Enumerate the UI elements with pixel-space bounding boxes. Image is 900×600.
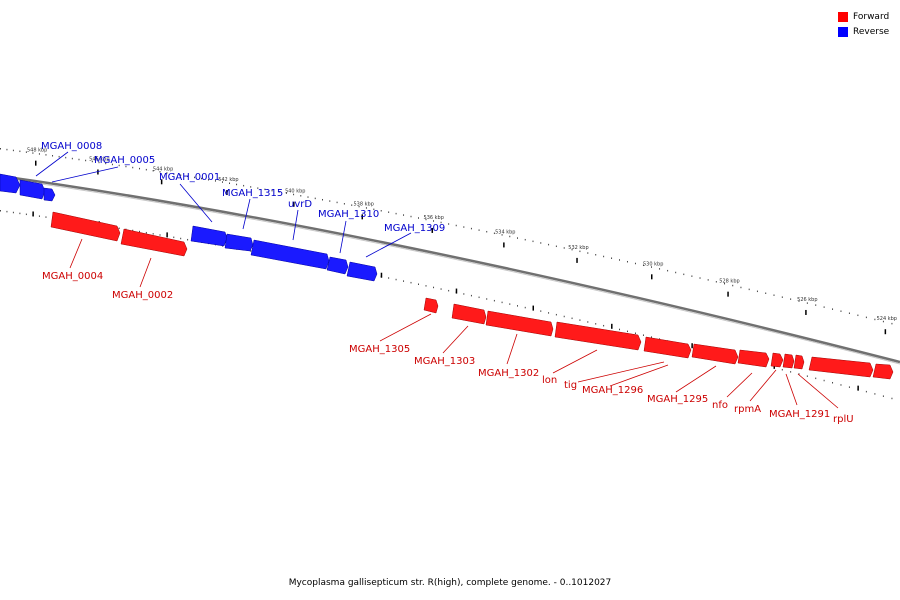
gene-labels: MGAH_0008 MGAH_0005 MGAH_0001 MGAH_1315 …: [41, 141, 854, 425]
label-MGAH_0005: MGAH_0005: [94, 155, 155, 166]
gene-MGAH_1295[interactable]: [691, 343, 739, 365]
tick-label: 540 kbp: [285, 189, 305, 195]
label-MGAH_1309: MGAH_1309: [384, 223, 445, 234]
major-tick: [97, 169, 99, 175]
legend-forward: Forward: [838, 9, 889, 24]
gene-MGAH_0005[interactable]: [19, 179, 46, 200]
genome-backbone: [0, 174, 900, 364]
gene-uvrD[interactable]: [250, 239, 330, 270]
legend-forward-label: Forward: [853, 11, 890, 22]
legend: Forward Reverse: [838, 9, 889, 39]
gene-nfo[interactable]: [737, 349, 770, 368]
major-tick: [503, 242, 505, 248]
gene-MGAH_1315[interactable]: [224, 233, 254, 252]
tick-label: 544 kbp: [153, 166, 173, 172]
label-MGAH_1291: MGAH_1291: [769, 409, 830, 420]
forward-strand-genes: [50, 211, 894, 380]
gene-MGAH_0001[interactable]: [190, 225, 228, 247]
tick-label: 546 kbp: [89, 157, 109, 163]
tick-label: 524 kbp: [877, 316, 897, 322]
label-rplU: rplU: [833, 414, 854, 425]
gene-MGAH_0002[interactable]: [120, 228, 188, 257]
tick-label: 536 kbp: [424, 215, 444, 221]
label-uvrD: uvrD: [288, 199, 312, 210]
gene-MGAH_1309[interactable]: [346, 261, 378, 282]
gene-MGAH_1296[interactable]: [643, 336, 692, 359]
gene-MGAH_1310[interactable]: [326, 256, 349, 275]
gene-MGAH_0008[interactable]: [0, 173, 21, 194]
major-tick: [34, 160, 37, 166]
reverse-swatch: [838, 26, 848, 37]
gene-lon[interactable]: [554, 321, 642, 351]
tick-label: 534 kbp: [495, 229, 515, 235]
legend-reverse-label: Reverse: [853, 26, 890, 37]
tick-label: 538 kbp: [354, 201, 374, 207]
forward-swatch: [838, 11, 848, 22]
gene-MGAH_1303[interactable]: [451, 303, 487, 325]
label-MGAH_1305: MGAH_1305: [349, 344, 410, 355]
tick-label: 526 kbp: [797, 297, 817, 303]
scale-ticks: 548 kbp 546 kbp 544 kbp 542 kbp 540 kbp 538 k…: [0, 148, 897, 335]
label-MGAH_1296: MGAH_1296: [582, 385, 643, 396]
major-tick: [431, 227, 434, 233]
major-tick: [805, 309, 807, 315]
tick-label: 528 kbp: [719, 279, 739, 285]
label-MGAH_1310: MGAH_1310: [318, 209, 379, 220]
label-leaders: [35, 151, 839, 409]
gene-MGAH_0004[interactable]: [50, 211, 121, 242]
label-MGAH_1302: MGAH_1302: [478, 368, 539, 379]
tick-label: 548 kbp: [27, 148, 47, 154]
label-MGAH_0008: MGAH_0008: [41, 141, 102, 152]
label-tig: tig: [564, 380, 577, 391]
label-MGAH_0002: MGAH_0002: [112, 290, 173, 301]
gene-MGAH_1302[interactable]: [485, 310, 554, 337]
tick-label: 542 kbp: [218, 177, 238, 183]
major-tick: [576, 257, 578, 263]
major-tick: [361, 214, 364, 220]
major-tick: [884, 329, 887, 335]
label-MGAH_1315: MGAH_1315: [222, 188, 283, 199]
gene-rplU[interactable]: [793, 354, 805, 370]
label-nfo: nfo: [712, 400, 728, 411]
major-tick: [727, 291, 729, 297]
legend-reverse: Reverse: [838, 24, 889, 39]
label-MGAH_0001: MGAH_0001: [159, 172, 220, 183]
tick-label: 532 kbp: [568, 245, 588, 251]
major-tick: [160, 179, 163, 185]
gene-rpmA[interactable]: [770, 352, 784, 368]
major-tick: [226, 190, 228, 196]
major-tick: [293, 201, 295, 207]
gene-MGAH_1291[interactable]: [782, 353, 795, 369]
major-tick: [651, 274, 653, 280]
tick-label: 530 kbp: [643, 261, 663, 267]
gene-MGAH_1305[interactable]: [423, 297, 439, 314]
reverse-strand-genes: [0, 173, 378, 282]
label-MGAH_1303: MGAH_1303: [414, 356, 475, 367]
label-rpmA: rpmA: [734, 404, 761, 415]
genome-caption: Mycoplasma gallisepticum str. R(high), c…: [288, 578, 612, 588]
label-MGAH_1295: MGAH_1295: [647, 394, 708, 405]
label-lon: lon: [542, 375, 557, 386]
label-MGAH_0004: MGAH_0004: [42, 271, 103, 282]
